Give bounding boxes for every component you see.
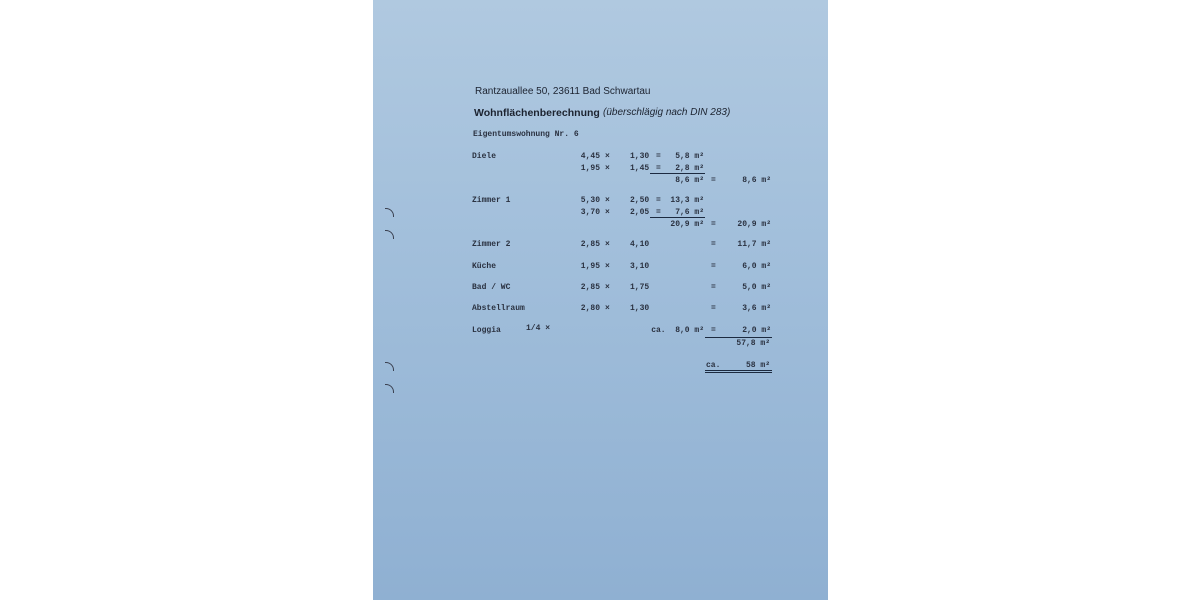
- final-value: 58 m²: [745, 361, 770, 370]
- factor-a: 5,30: [580, 196, 600, 205]
- partial-result: 20,9 m²: [670, 220, 704, 229]
- partial-result: 2,8 m²: [675, 164, 704, 173]
- unit-heading: Eigentumswohnung Nr. 6: [473, 130, 579, 139]
- row-total: 20,9 m²: [737, 220, 771, 229]
- punch-hole-mark: [385, 208, 394, 217]
- sum-value: 57,8 m²: [736, 339, 770, 348]
- row-total: 8,6 m²: [742, 176, 771, 185]
- equals-sign: =: [656, 152, 661, 161]
- times-sign: ×: [605, 208, 610, 217]
- factor-b: 4,10: [630, 240, 650, 249]
- times-sign: ×: [605, 152, 610, 161]
- row-label: Abstellraum: [472, 304, 525, 313]
- equals-sign: =: [711, 326, 716, 335]
- factor-a: 2,85: [580, 283, 600, 292]
- times-sign: ×: [605, 304, 610, 313]
- row-total: 11,7 m²: [737, 240, 771, 249]
- factor-a: 3,70: [580, 208, 600, 217]
- loggia-factor: 1/4 ×: [526, 324, 551, 333]
- row-label: Zimmer 2: [472, 240, 511, 249]
- factor-b: 1,45: [630, 164, 650, 173]
- factor-a: 2,85: [580, 240, 600, 249]
- address: Rantzauallee 50, 23611 Bad Schwartau: [475, 86, 651, 97]
- punch-hole-mark: [385, 230, 394, 239]
- document-page: [373, 0, 828, 600]
- punch-hole-mark: [385, 384, 394, 393]
- partial-result: 7,6 m²: [675, 208, 704, 217]
- equals-sign: =: [711, 240, 716, 249]
- factor-b: 1,30: [630, 304, 650, 313]
- equals-sign: =: [711, 283, 716, 292]
- factor-b: 1,75: [630, 283, 650, 292]
- factor-b: 3,10: [630, 262, 650, 271]
- partial-result: 8,6 m²: [675, 176, 704, 185]
- factor-a: 4,45: [580, 152, 600, 161]
- row-label: Zimmer 1: [472, 196, 511, 205]
- partial-result: 5,8 m²: [675, 152, 704, 161]
- factor-a: 1,95: [580, 262, 600, 271]
- equals-sign: =: [656, 196, 661, 205]
- equals-sign: =: [711, 176, 716, 185]
- factor-b: 2,05: [630, 208, 650, 217]
- equals-sign: =: [656, 208, 661, 217]
- punch-hole-mark: [385, 362, 394, 371]
- row-label: Loggia: [472, 326, 501, 335]
- row-label: Diele: [472, 152, 497, 161]
- equals-sign: =: [711, 262, 716, 271]
- factor-a: 1,95: [580, 164, 600, 173]
- row-total: 5,0 m²: [742, 283, 771, 292]
- times-sign: ×: [605, 196, 610, 205]
- page-title: Wohnflächenberechnung: [474, 107, 600, 119]
- equals-sign: =: [711, 220, 716, 229]
- factor-b: 2,50: [630, 196, 650, 205]
- factor-a: 2,80: [580, 304, 600, 313]
- row-label: Küche: [472, 262, 497, 271]
- times-sign: ×: [605, 283, 610, 292]
- times-sign: ×: [605, 164, 610, 173]
- partial-result: ca. 8,0 m²: [651, 326, 704, 335]
- times-sign: ×: [605, 262, 610, 271]
- row-label: Bad / WC: [472, 283, 511, 292]
- page-subtitle: (überschlägig nach DIN 283): [603, 107, 731, 118]
- row-total: 2,0 m²: [742, 326, 771, 335]
- final-prefix: ca.: [706, 361, 721, 370]
- factor-b: 1,30: [630, 152, 650, 161]
- row-total: 6,0 m²: [742, 262, 771, 271]
- equals-sign: =: [656, 164, 661, 173]
- row-total: 3,6 m²: [742, 304, 771, 313]
- partial-result: 13,3 m²: [670, 196, 704, 205]
- times-sign: ×: [605, 240, 610, 249]
- equals-sign: =: [711, 304, 716, 313]
